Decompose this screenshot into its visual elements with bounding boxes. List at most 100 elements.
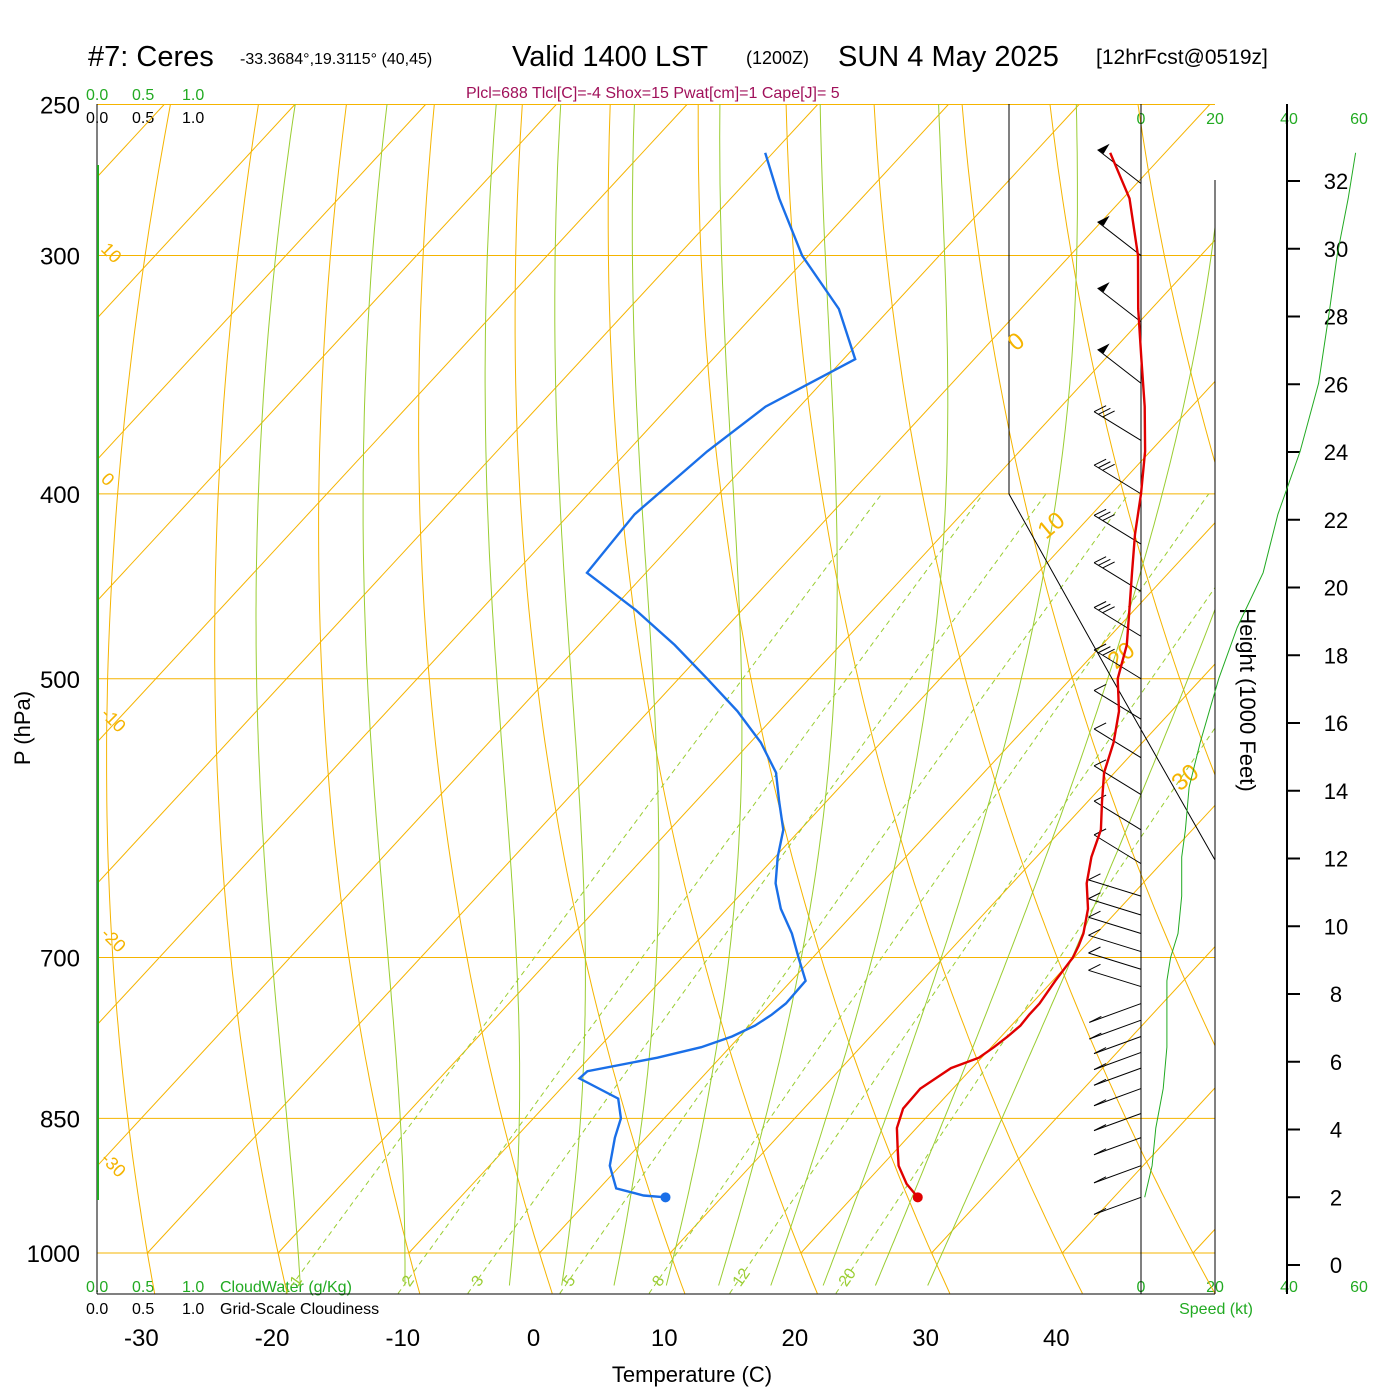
- wind-barb-feather: [1088, 892, 1101, 900]
- wind-barb-feather: [1093, 1124, 1107, 1132]
- dry-adiabat-label: -30: [97, 1149, 130, 1182]
- dry-adiabat: [873, 104, 1215, 1294]
- wind-barb-feather: [1089, 1032, 1102, 1040]
- pressure-tick-label: 700: [40, 946, 80, 973]
- moist-adiabat: [613, 104, 660, 1286]
- wind-barb-staff: [1093, 1137, 1142, 1156]
- dry-adiabat: [607, 104, 818, 1294]
- dry-adiabat: [106, 104, 172, 1294]
- pressure-tick-label: 500: [40, 667, 80, 694]
- forecast-info: [12hrFcst@0519z]: [1096, 46, 1268, 69]
- height-tick-label: 6: [1330, 1050, 1342, 1075]
- indices-line: Plcl=688 Tlcl[C]=-4 Shox=15 Pwat[cm]=1 C…: [466, 85, 840, 102]
- moist-adiabat: [718, 104, 838, 1286]
- wind-barb-feather: [1093, 722, 1107, 730]
- wind-barb-staff: [1088, 898, 1142, 916]
- wind-barb-feather: [1102, 410, 1115, 418]
- wind-barb-staff: [1097, 221, 1142, 256]
- wind-barb-staff: [1089, 1019, 1142, 1040]
- mixing-ratio-line: [729, 586, 1215, 1294]
- speed-axis-bottom: 0 20 40 60 Speed (kt): [1137, 1279, 1368, 1318]
- dry-adiabat: [697, 104, 951, 1294]
- wind-barb-staff: [1093, 1051, 1142, 1071]
- height-tick-label: 18: [1324, 643, 1348, 668]
- wind-barb-pennant: [1097, 282, 1110, 293]
- wind-barb-feather: [1093, 643, 1107, 651]
- moist-adiabat: [362, 104, 406, 1286]
- speed-tick-bottom-3: 60: [1350, 1279, 1368, 1296]
- wind-barb-feather: [1102, 561, 1115, 569]
- temperature-line: [895, 152, 1147, 1199]
- wind-barb-feather: [1088, 963, 1101, 971]
- isotherm: [97, 104, 296, 320]
- height-tick-label: 22: [1324, 508, 1348, 533]
- wind-barb-feather: [1098, 558, 1111, 566]
- wind-barb-feather: [1088, 928, 1101, 936]
- height-tick-label: 2: [1330, 1185, 1342, 1210]
- wind-barb-staff: [1093, 1196, 1142, 1215]
- wind-barb-staff: [1093, 607, 1142, 637]
- isotherm: [931, 945, 1215, 1254]
- wind-barb-staff: [1093, 1067, 1142, 1086]
- wind-barb-feather: [1089, 1015, 1102, 1023]
- cloud-tick-black-2-bottom: 1.0: [182, 1301, 204, 1318]
- wind-barb-feather: [1093, 1063, 1107, 1071]
- wind-barb-feather: [1098, 407, 1111, 415]
- temperature-tick-label: 20: [782, 1325, 809, 1352]
- dry-adiabat: [1394, 71, 1400, 1294]
- pressure-tick-label: 300: [40, 244, 80, 271]
- height-tick-label: 8: [1330, 982, 1342, 1007]
- wind-barb-feather: [1093, 458, 1107, 466]
- height-tick-label: 4: [1330, 1118, 1342, 1143]
- wind-barb-pennant: [1097, 343, 1110, 354]
- wind-barb-staff: [1088, 879, 1142, 897]
- pressure-tick-label: 250: [40, 93, 80, 120]
- wind-barb-feather: [1093, 1176, 1107, 1184]
- wind-barb-staff: [1093, 834, 1142, 865]
- temperature-tick-label: -10: [385, 1325, 420, 1352]
- pressure-tick-label: 850: [40, 1106, 80, 1133]
- wind-barb-staff: [1093, 514, 1142, 545]
- dry-adiabat: [514, 104, 686, 1294]
- moist-adiabat: [874, 223, 1215, 1286]
- dry-adiabat: [318, 104, 421, 1294]
- wind-barb-feather: [1093, 1148, 1107, 1156]
- cloud-tick-black-0-bottom: 0.0: [86, 1301, 108, 1318]
- dewpoint-line: [577, 152, 857, 1199]
- wind-barb-staff: [1093, 562, 1142, 592]
- mixing-ratio-line: [285, 493, 883, 1294]
- wind-barb-feather: [1093, 556, 1107, 564]
- mixing-ratio-label: 5: [560, 1273, 579, 1290]
- x-axis-title: Temperature (C): [612, 1362, 772, 1387]
- cloud-tick-black-1-bottom: 0.5: [132, 1301, 154, 1318]
- wind-barb-staff: [1093, 1088, 1142, 1107]
- wind-barb-feather: [1102, 514, 1115, 522]
- wind-barb-feather: [1098, 511, 1111, 519]
- isotherm: [1192, 1228, 1215, 1254]
- moist-adiabat: [554, 104, 586, 1286]
- valid-date: SUN 4 May 2025: [838, 41, 1059, 73]
- dry-adiabat-label: -10: [97, 704, 130, 737]
- mixing-ratio-label: 12: [730, 1265, 754, 1289]
- speed-tick-top-2: 40: [1280, 111, 1298, 128]
- cloud-scale-bottom: 0.0 0.5 1.0 CloudWater (g/Kg) 0.0 0.5 1.…: [86, 1279, 379, 1318]
- speed-tick-bottom-2: 40: [1280, 1279, 1298, 1296]
- wind-barb-feather: [1102, 648, 1115, 656]
- cloud-tick-black-2: 1.0: [182, 110, 204, 127]
- wind-barb-staff: [1093, 1165, 1142, 1184]
- cloud-tick-black-1: 0.5: [132, 110, 154, 127]
- isotherm: [97, 104, 426, 461]
- temperature-axis: -30 -20 -10 0 10 20 30 40: [124, 1325, 1070, 1352]
- dry-adiabat: [785, 104, 1083, 1294]
- pressure-tick-label: 400: [40, 482, 80, 509]
- mixing-ratio-line: [397, 493, 984, 1294]
- temperature-tick-label: 40: [1043, 1325, 1070, 1352]
- valid-time: Valid 1400 LST: [512, 41, 708, 73]
- temperature-tick-label: 30: [912, 1325, 939, 1352]
- cloud-tick-green-1-bottom: 0.5: [132, 1279, 154, 1296]
- wind-barb-staff: [1093, 649, 1142, 680]
- speed-tick-top-3: 60: [1350, 111, 1368, 128]
- speed-panel: [1144, 152, 1357, 1253]
- speed-axis-label: Speed (kt): [1179, 1301, 1253, 1318]
